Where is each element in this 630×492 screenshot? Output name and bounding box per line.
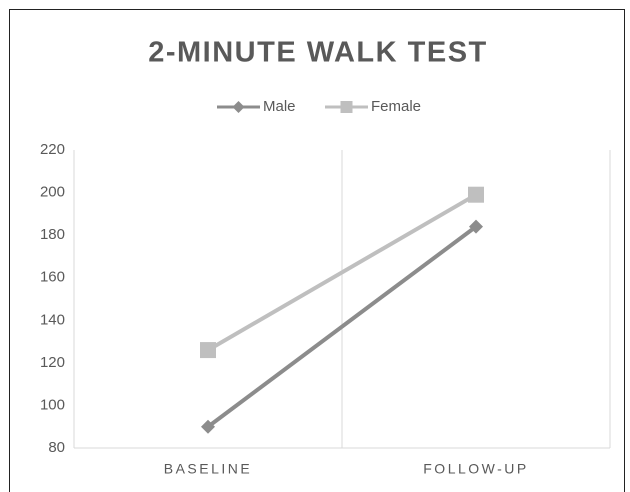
legend-marker bbox=[340, 101, 353, 113]
y-tick-label: 120 bbox=[40, 354, 65, 371]
y-tick-label: 140 bbox=[40, 311, 65, 328]
data-point bbox=[468, 186, 484, 203]
legend-marker bbox=[232, 101, 245, 113]
x-tick-label: FOLLOW-UP bbox=[423, 461, 528, 477]
y-tick-label: 100 bbox=[40, 396, 65, 413]
y-tick-label: 180 bbox=[40, 226, 65, 243]
series-line bbox=[206, 192, 478, 352]
legend-label: Female bbox=[371, 98, 421, 115]
y-tick-label: 160 bbox=[40, 269, 65, 286]
y-tick-label: 220 bbox=[40, 141, 65, 158]
series-line bbox=[206, 225, 478, 429]
x-tick-label: BASELINE bbox=[164, 461, 252, 477]
data-point bbox=[469, 219, 483, 234]
data-point bbox=[201, 419, 215, 434]
legend-label: Male bbox=[263, 98, 296, 115]
y-tick-label: 200 bbox=[40, 184, 65, 201]
data-point bbox=[200, 342, 216, 359]
y-tick-label: 80 bbox=[48, 439, 65, 456]
chart-border bbox=[9, 9, 625, 492]
chart-title: 2-MINUTE WALK TEST bbox=[148, 37, 488, 69]
